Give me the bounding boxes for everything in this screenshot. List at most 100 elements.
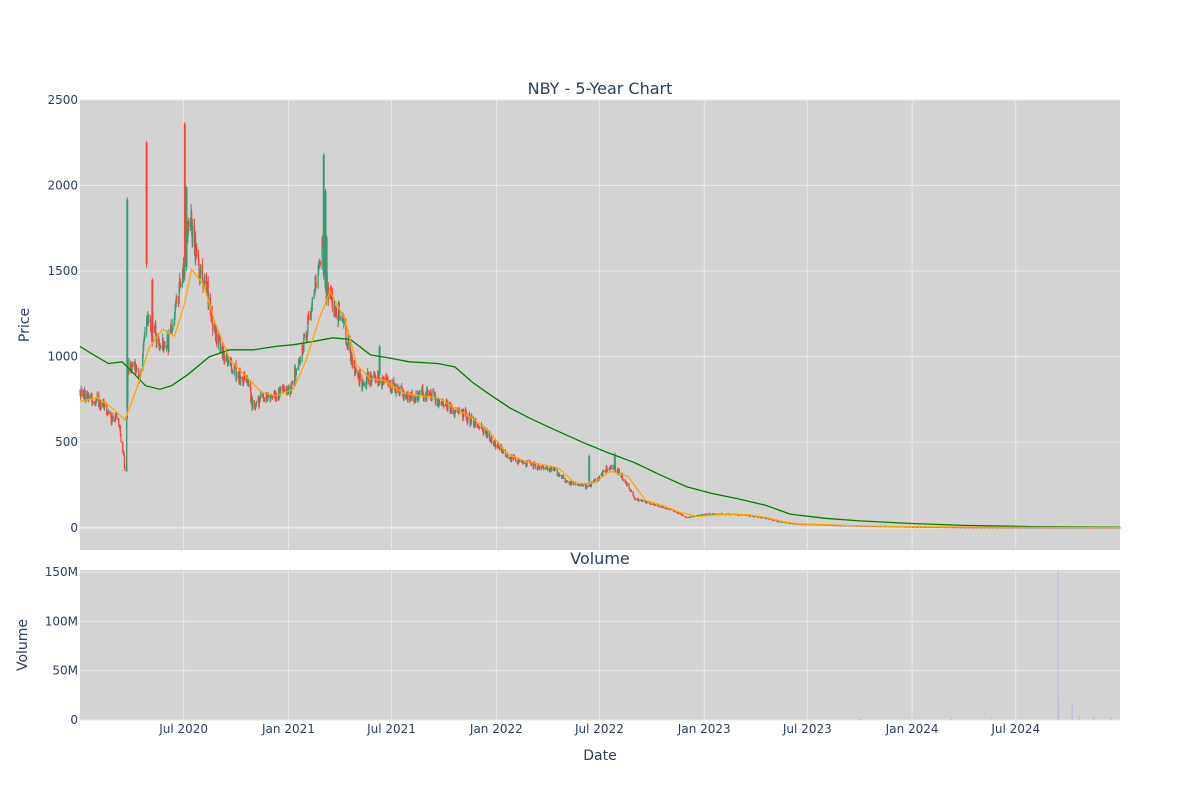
candle xyxy=(650,503,652,506)
volume-bar xyxy=(1057,571,1059,720)
candle-body xyxy=(267,395,270,397)
spike-body xyxy=(185,187,188,268)
price-tick-label: 1000 xyxy=(47,350,78,364)
candle-body xyxy=(363,381,365,385)
candle-body xyxy=(475,418,477,427)
x-tick-label: Jan 2024 xyxy=(885,722,939,736)
candle-body xyxy=(120,435,122,442)
x-tick-label: Jul 2021 xyxy=(366,722,416,736)
spike-candle xyxy=(151,277,154,347)
candle xyxy=(558,472,561,478)
candle-body xyxy=(443,404,445,407)
candle xyxy=(634,498,636,501)
candle-body xyxy=(586,485,589,487)
volume-y-axis: 0 50M 100M 150M xyxy=(45,565,78,727)
volume-bar xyxy=(1093,717,1095,720)
candle xyxy=(487,430,489,439)
candle xyxy=(303,333,306,339)
volume-bar xyxy=(1071,702,1073,720)
x-tick-label: Jan 2021 xyxy=(261,722,315,736)
volume-plot-area[interactable] xyxy=(80,570,1120,720)
candle xyxy=(519,459,521,463)
candle-body xyxy=(111,420,113,424)
spike-candle xyxy=(322,153,325,280)
candle xyxy=(682,514,684,517)
candle xyxy=(630,489,632,493)
volume-tick-label: 150M xyxy=(45,565,78,579)
x-tick-label: Jan 2023 xyxy=(677,722,731,736)
candle xyxy=(128,357,130,374)
candle xyxy=(232,369,234,374)
candle-body xyxy=(80,389,82,398)
candle-body xyxy=(355,371,357,373)
price-plot-area[interactable] xyxy=(80,100,1120,550)
candle xyxy=(311,296,313,312)
candle xyxy=(335,306,337,320)
candle xyxy=(224,355,226,365)
candle-body xyxy=(236,373,238,381)
spike-body xyxy=(324,190,327,288)
candle-body xyxy=(519,460,521,463)
x-tick-label: Jul 2020 xyxy=(158,722,208,736)
candle xyxy=(123,453,126,469)
candle-body xyxy=(132,361,134,367)
candle xyxy=(491,435,493,444)
candle xyxy=(427,390,429,397)
candle-body xyxy=(423,394,425,401)
candle-body xyxy=(367,371,369,385)
candle xyxy=(507,452,509,459)
volume-bar xyxy=(1078,716,1080,720)
candle-body xyxy=(228,358,230,363)
candle xyxy=(556,468,558,476)
price-grid xyxy=(80,99,1120,550)
candle-body xyxy=(666,507,668,510)
volume-grid xyxy=(80,570,1120,721)
candle xyxy=(642,499,644,502)
candle-body xyxy=(196,246,198,256)
candle-body xyxy=(124,466,126,472)
candle-body xyxy=(411,392,413,400)
candle xyxy=(166,330,168,349)
spike-body xyxy=(322,155,325,276)
candle xyxy=(447,400,449,412)
x-axis-title: Date xyxy=(583,748,616,764)
candle xyxy=(403,390,405,401)
candle-body xyxy=(118,418,120,426)
volume-tick-label: 100M xyxy=(45,614,78,628)
candle xyxy=(363,381,365,388)
price-tick-label: 2000 xyxy=(47,179,78,193)
volume-subplot-title: Volume xyxy=(570,549,630,568)
candle xyxy=(622,479,624,482)
candle xyxy=(204,273,206,289)
candle-body xyxy=(606,469,609,472)
candle-body xyxy=(287,385,290,393)
candle-body xyxy=(427,390,429,396)
candle xyxy=(475,417,477,428)
candle-body xyxy=(371,377,373,379)
candle xyxy=(108,410,110,415)
candle-body xyxy=(148,318,150,321)
candle-body xyxy=(327,286,329,300)
candle xyxy=(132,361,134,367)
candle-body xyxy=(455,409,457,412)
candle-body xyxy=(108,411,110,413)
x-tick-label: Jul 2023 xyxy=(782,722,832,736)
candle-body xyxy=(678,512,680,515)
candle xyxy=(702,514,704,516)
candle xyxy=(236,370,238,381)
candle xyxy=(417,390,419,403)
candle-body xyxy=(550,466,553,471)
candle xyxy=(92,401,94,405)
candle-body xyxy=(479,426,481,429)
candle xyxy=(107,412,109,416)
candle-body xyxy=(495,445,497,449)
candle xyxy=(196,243,198,259)
candle xyxy=(84,389,86,404)
candle-body xyxy=(303,334,306,336)
x-tick-label: Jul 2022 xyxy=(574,722,624,736)
candle-body xyxy=(682,514,684,517)
candle-body xyxy=(590,482,593,487)
candle xyxy=(144,326,146,340)
candle-body xyxy=(279,389,282,393)
